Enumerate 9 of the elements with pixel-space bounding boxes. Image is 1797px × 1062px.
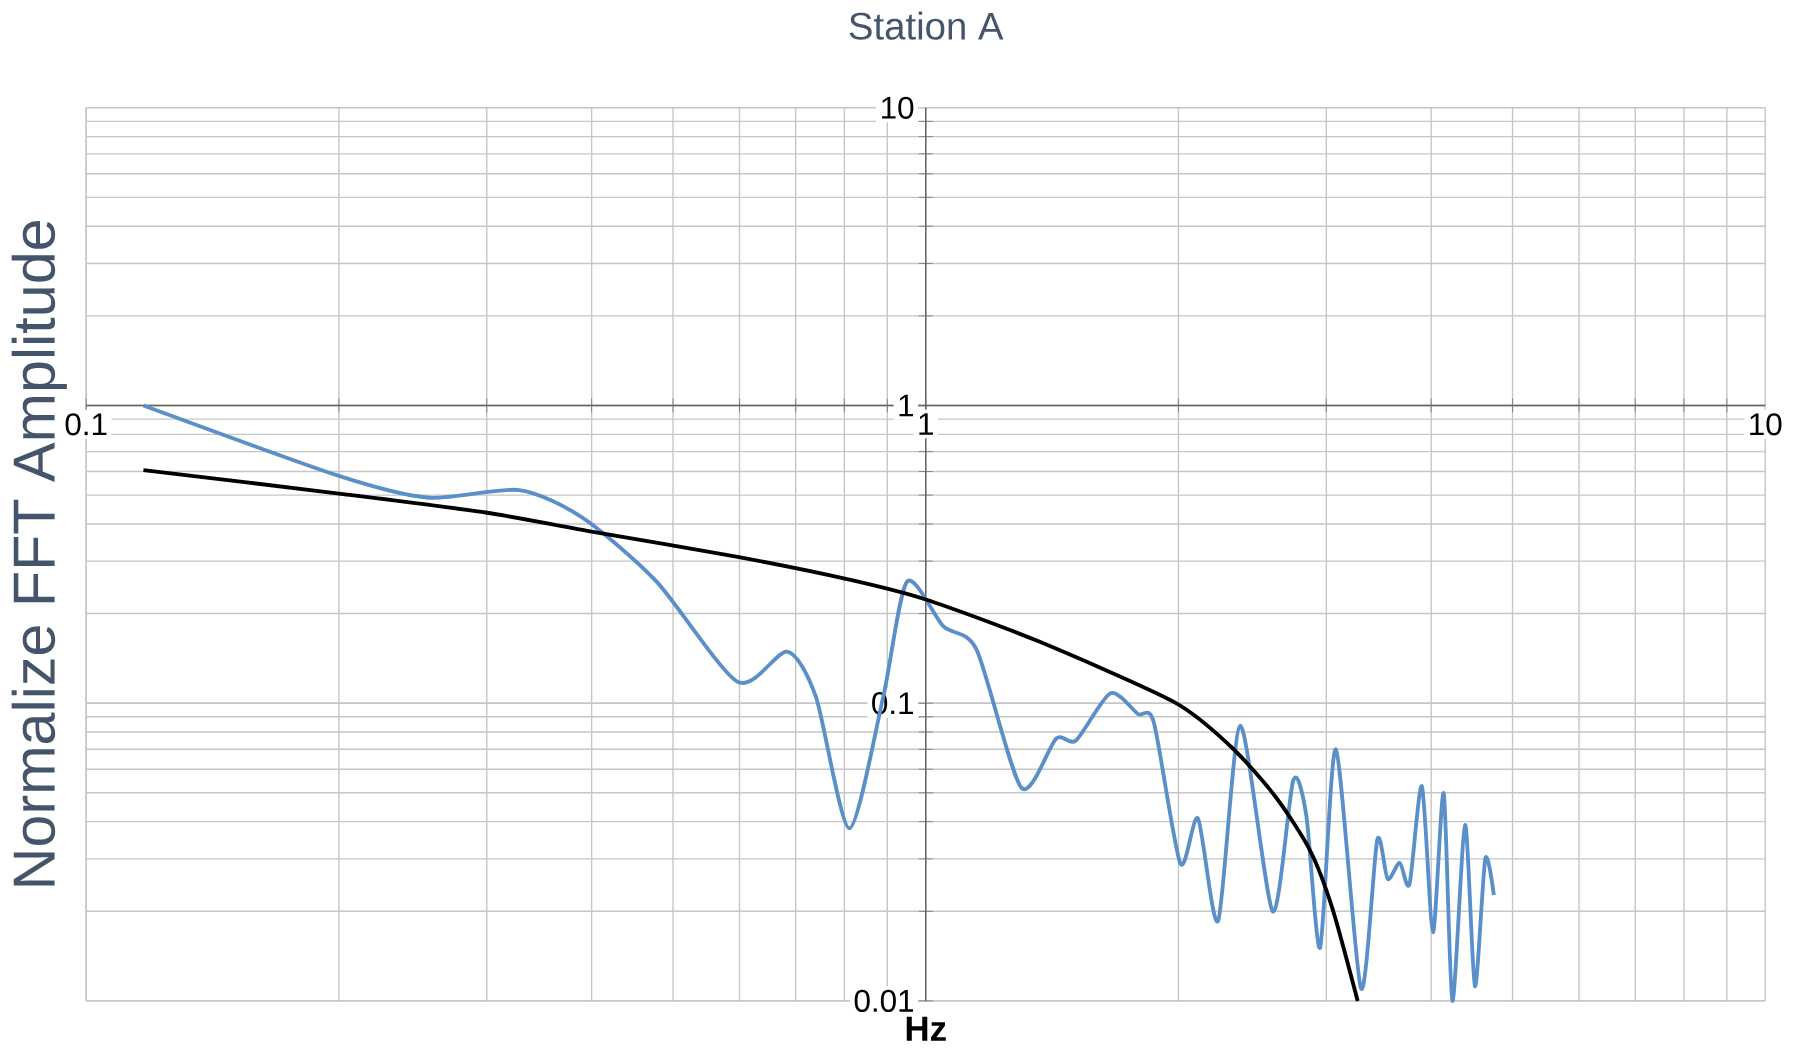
y-tick-label: 10	[882, 96, 914, 119]
x-tick-label: 0.1	[65, 412, 107, 436]
y-tick-label: 0.01	[854, 989, 914, 1012]
y-tick-label: 1	[899, 394, 914, 417]
x-tick-label: 10	[1750, 412, 1782, 436]
chart-title: Station A	[849, 11, 1004, 40]
y-axis-title: Normalize FFT Amplitude	[11, 220, 67, 886]
x-axis-title: Hz	[906, 1016, 946, 1041]
x-tick-label: 1	[919, 412, 933, 435]
